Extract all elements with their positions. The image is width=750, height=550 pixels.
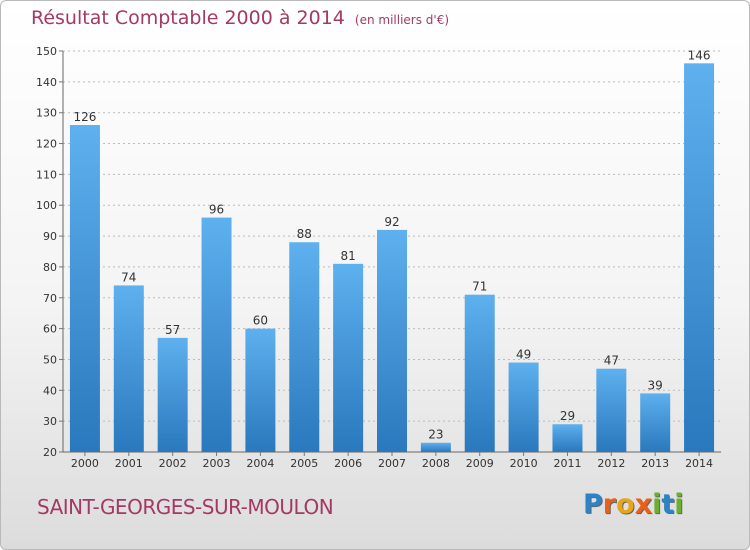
bar xyxy=(333,263,364,452)
x-tick-label: 2010 xyxy=(510,457,538,470)
bar xyxy=(113,285,144,452)
logo-letter: i xyxy=(674,489,684,520)
x-tick-label: 2013 xyxy=(641,457,669,470)
bar xyxy=(508,362,539,452)
logo-letter: o xyxy=(616,489,635,520)
title-text: Résultat Comptable 2000 à 2014 xyxy=(31,7,345,29)
x-tick-label: 2005 xyxy=(290,457,318,470)
data-label: 92 xyxy=(384,215,399,229)
bar xyxy=(552,424,583,452)
bar xyxy=(201,217,232,452)
bar xyxy=(464,294,495,452)
data-label: 81 xyxy=(340,249,355,263)
y-tick-label: 130 xyxy=(36,107,57,120)
x-tick-label: 2009 xyxy=(466,457,494,470)
commune-name: SAINT-GEORGES-SUR-MOULON xyxy=(37,495,334,519)
logo-letter: i xyxy=(652,489,662,520)
y-tick-label: 40 xyxy=(43,384,57,397)
data-label: 39 xyxy=(648,378,663,392)
data-label: 60 xyxy=(253,314,268,328)
y-tick-label: 90 xyxy=(43,230,57,243)
data-label: 57 xyxy=(165,323,180,337)
subtitle-text: (en milliers d'€) xyxy=(354,13,450,27)
x-tick-label: 2007 xyxy=(378,457,406,470)
data-label: 74 xyxy=(121,270,136,284)
logo-letter: r xyxy=(602,489,617,520)
data-label: 126 xyxy=(73,110,96,124)
logo-letter: P xyxy=(583,489,603,520)
data-label: 47 xyxy=(604,354,619,368)
x-tick-label: 2012 xyxy=(597,457,625,470)
y-tick-label: 30 xyxy=(43,415,57,428)
y-tick-label: 110 xyxy=(36,168,57,181)
y-tick-label: 20 xyxy=(43,446,57,459)
x-tick-label: 2003 xyxy=(203,457,231,470)
bar xyxy=(377,229,407,452)
bar xyxy=(684,63,715,452)
logo-letter: t xyxy=(661,489,675,520)
data-label: 23 xyxy=(428,428,443,442)
bar xyxy=(596,368,627,452)
x-tick-label: 2001 xyxy=(115,457,143,470)
y-tick-label: 100 xyxy=(36,199,57,212)
data-label: 49 xyxy=(516,348,531,362)
x-tick-label: 2011 xyxy=(553,457,581,470)
x-tick-label: 2004 xyxy=(246,457,274,470)
data-label: 29 xyxy=(560,409,575,423)
bar xyxy=(245,328,276,452)
y-tick-label: 120 xyxy=(36,138,57,151)
y-tick-label: 50 xyxy=(43,353,57,366)
x-tick-label: 2014 xyxy=(685,457,713,470)
bar xyxy=(420,442,451,452)
data-label: 146 xyxy=(688,48,711,62)
bar xyxy=(157,337,188,452)
data-label: 88 xyxy=(297,227,312,241)
y-tick-label: 80 xyxy=(43,261,57,274)
data-label: 71 xyxy=(472,280,487,294)
bar xyxy=(640,393,671,452)
x-tick-label: 2002 xyxy=(159,457,187,470)
y-tick-label: 140 xyxy=(36,76,57,89)
data-label: 96 xyxy=(209,203,224,217)
logo-letter: x xyxy=(634,489,653,520)
bar xyxy=(69,125,100,453)
x-tick-label: 2000 xyxy=(71,457,99,470)
y-tick-label: 60 xyxy=(43,323,57,336)
y-tick-label: 150 xyxy=(36,45,57,58)
bar xyxy=(289,242,320,452)
x-tick-label: 2008 xyxy=(422,457,450,470)
proxiti-logo: Proxiti xyxy=(583,489,684,520)
x-tick-label: 2006 xyxy=(334,457,362,470)
y-tick-label: 70 xyxy=(43,292,57,305)
chart-title: Résultat Comptable 2000 à 2014 (en millie… xyxy=(31,7,449,29)
